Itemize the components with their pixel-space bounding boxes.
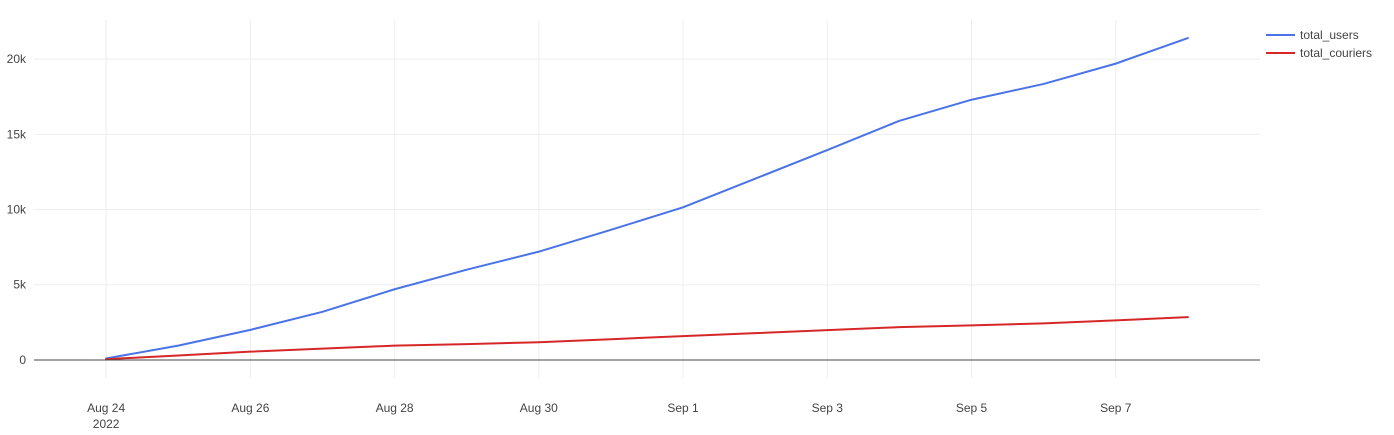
legend-label: total_couriers bbox=[1300, 46, 1372, 60]
x-tick-label: Aug 26 bbox=[231, 401, 269, 415]
legend[interactable]: total_users total_couriers bbox=[1266, 28, 1372, 60]
x-tick-label: Sep 7 bbox=[1100, 401, 1132, 415]
legend-label: total_users bbox=[1300, 28, 1359, 42]
x-tick-label: Aug 24 bbox=[87, 401, 125, 415]
legend-item-total-users[interactable]: total_users bbox=[1266, 28, 1359, 42]
x-tick-label: Sep 5 bbox=[956, 401, 988, 415]
y-tick-label: 0 bbox=[19, 353, 26, 367]
y-tick-label: 10k bbox=[7, 203, 27, 217]
y-tick-label: 5k bbox=[13, 278, 27, 292]
x-tick-label: Aug 28 bbox=[376, 401, 414, 415]
y-tick-label: 20k bbox=[7, 52, 27, 66]
grid bbox=[34, 20, 1260, 378]
x-tick-label: Aug 30 bbox=[520, 401, 558, 415]
series-line-total-couriers bbox=[105, 316, 1189, 361]
plot-area bbox=[105, 37, 1189, 361]
series-line-total-users bbox=[105, 37, 1189, 360]
x-tick-sublabel: 2022 bbox=[93, 417, 120, 431]
legend-item-total-couriers[interactable]: total_couriers bbox=[1266, 46, 1372, 60]
x-tick-label: Sep 1 bbox=[667, 401, 699, 415]
y-tick-label: 15k bbox=[7, 127, 27, 141]
axes: Aug 24 2022 Aug 26 Aug 28 Aug 30 Sep 1 Sep 3 Se… bbox=[7, 52, 1260, 431]
x-tick-label: Sep 3 bbox=[812, 401, 844, 415]
